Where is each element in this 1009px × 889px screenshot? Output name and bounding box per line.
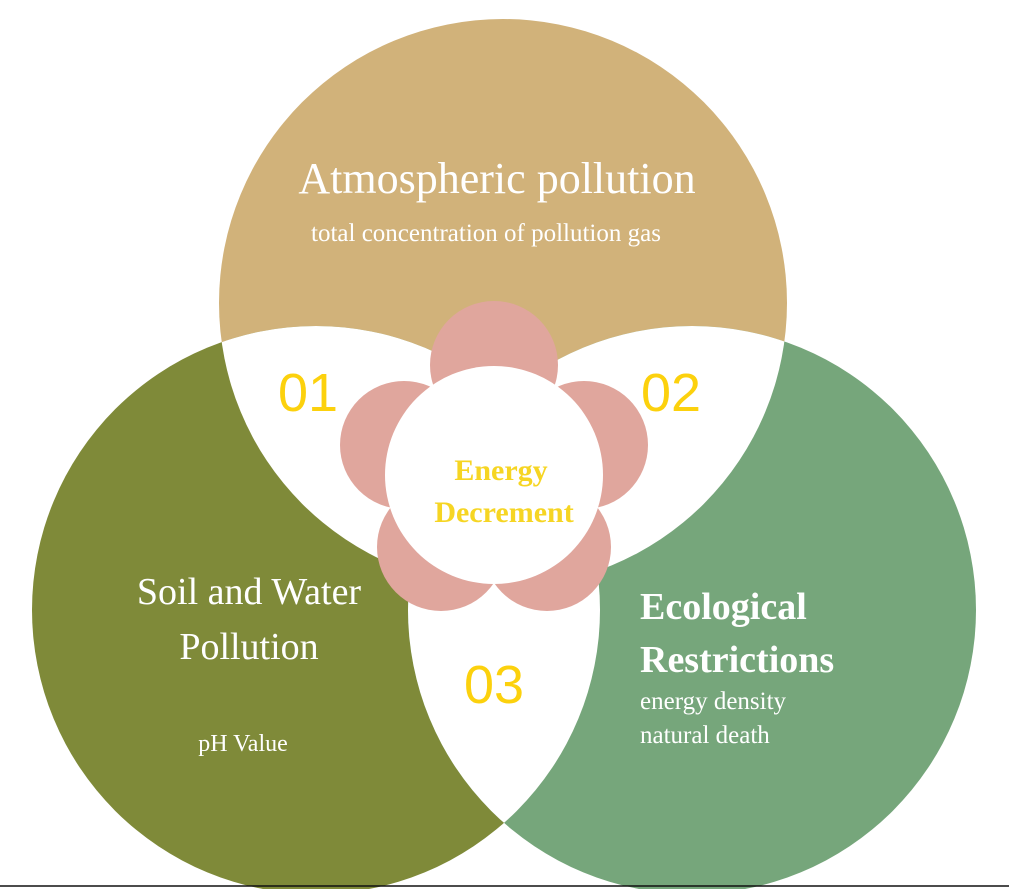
number-03: 03 bbox=[464, 655, 524, 715]
center-label-line1: Energy bbox=[454, 454, 547, 487]
ecological-sub-line1: energy density bbox=[640, 688, 787, 715]
number-01: 01 bbox=[278, 363, 338, 423]
ecological-title-line1: Ecological bbox=[640, 586, 807, 628]
atmospheric-subtitle: total concentration of pollution gas bbox=[311, 220, 661, 247]
ecological-sub-line2: natural death bbox=[640, 722, 770, 749]
flower-center-disc bbox=[385, 366, 603, 584]
center-flower bbox=[340, 301, 648, 611]
center-label-line2: Decrement bbox=[434, 496, 573, 529]
soil-water-title-line1: Soil and Water bbox=[137, 571, 362, 613]
soil-water-subtitle: pH Value bbox=[198, 731, 288, 757]
soil-water-title-line2: Pollution bbox=[179, 626, 318, 668]
number-02: 02 bbox=[641, 363, 701, 423]
atmospheric-title: Atmospheric pollution bbox=[298, 154, 695, 203]
ecological-title-line2: Restrictions bbox=[640, 639, 834, 681]
